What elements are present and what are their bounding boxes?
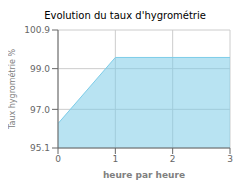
html-text:Evolution du taux d'hygrométri: Evolution du taux d'hygrométrie <box>44 10 206 21</box>
svg-text:Taux hygrométrie %: Taux hygrométrie % <box>8 49 17 131</box>
svg-text:95.1: 95.1 <box>30 143 50 153</box>
svg-text:99.0: 99.0 <box>30 64 50 74</box>
svg-text:100.9: 100.9 <box>24 25 50 35</box>
svg-text:heure par heure: heure par heure <box>103 170 185 180</box>
svg-text:97.0: 97.0 <box>30 105 50 115</box>
svg-text:2: 2 <box>170 154 176 164</box>
svg-text:1: 1 <box>112 154 118 164</box>
svg-text:0: 0 <box>55 154 61 164</box>
svg-text:3: 3 <box>227 154 233 164</box>
